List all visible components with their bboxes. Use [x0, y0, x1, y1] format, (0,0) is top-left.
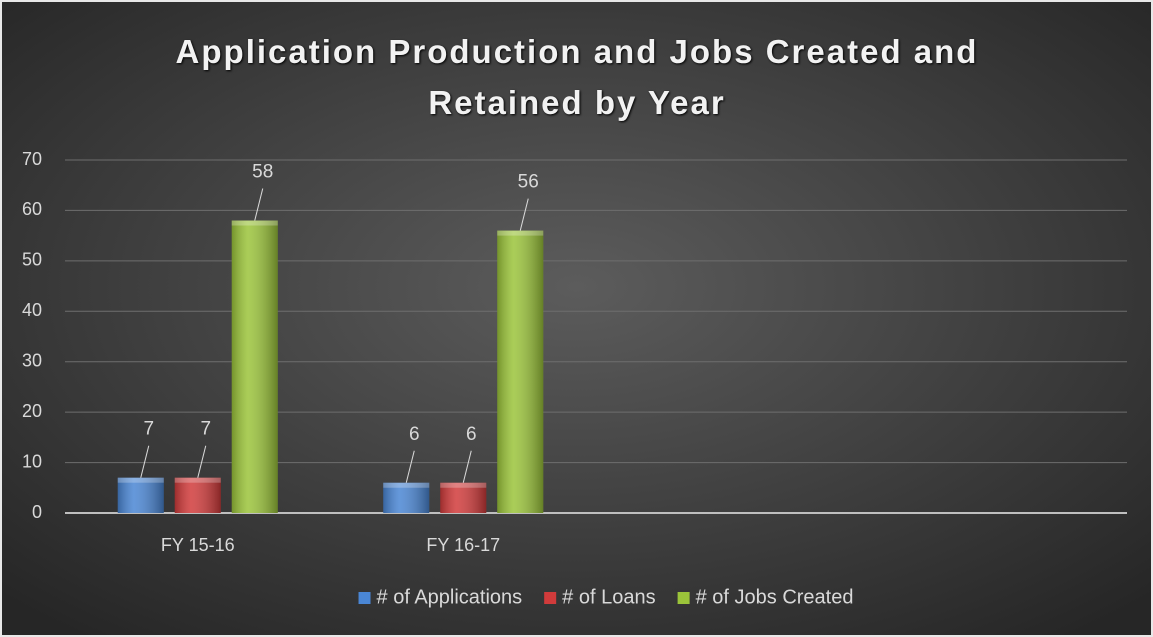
data-label: 6	[409, 424, 420, 445]
legend-marker	[544, 592, 557, 604]
y-tick-label: 40	[22, 300, 42, 320]
bar-shade	[440, 482, 487, 513]
leader-line	[197, 445, 207, 478]
bar-shade	[174, 477, 221, 513]
leader-line	[405, 450, 415, 483]
data-label: 6	[466, 424, 477, 445]
chart-title: Application Production and Jobs Created …	[175, 33, 979, 121]
bar-shade	[497, 230, 544, 513]
data-label: 7	[200, 419, 211, 440]
legend-marker	[677, 592, 690, 604]
legend-label: # of Jobs Created	[696, 586, 854, 608]
data-label: 56	[518, 172, 539, 193]
y-tick-label: 60	[22, 199, 42, 219]
bar-shade	[231, 220, 278, 513]
y-tick-label: 70	[22, 149, 42, 169]
y-tick-label: 50	[22, 250, 42, 270]
y-tick-label: 0	[32, 502, 42, 522]
legend-label: # of Loans	[562, 586, 655, 608]
y-tick-label: 20	[22, 401, 42, 421]
y-tick-label: 10	[22, 451, 42, 471]
bar-shade	[117, 477, 164, 513]
bar-top	[117, 477, 164, 483]
leader-line	[462, 450, 472, 483]
bar-shade	[383, 482, 430, 513]
bar-top	[440, 482, 487, 488]
leader-line	[254, 188, 264, 221]
legend-label: # of Applications	[377, 586, 523, 608]
x-tick-label: FY 16-17	[426, 535, 500, 555]
y-tick-label: 30	[22, 350, 42, 370]
bar-top	[174, 477, 221, 483]
data-label: 7	[143, 419, 154, 440]
bar-top	[231, 220, 278, 226]
x-tick-label: FY 15-16	[161, 535, 235, 555]
data-label: 58	[252, 162, 273, 183]
leader-line	[140, 445, 150, 478]
bar-top	[497, 230, 544, 236]
legend-marker	[358, 592, 371, 604]
leader-line	[519, 198, 529, 231]
bar-top	[383, 482, 430, 488]
